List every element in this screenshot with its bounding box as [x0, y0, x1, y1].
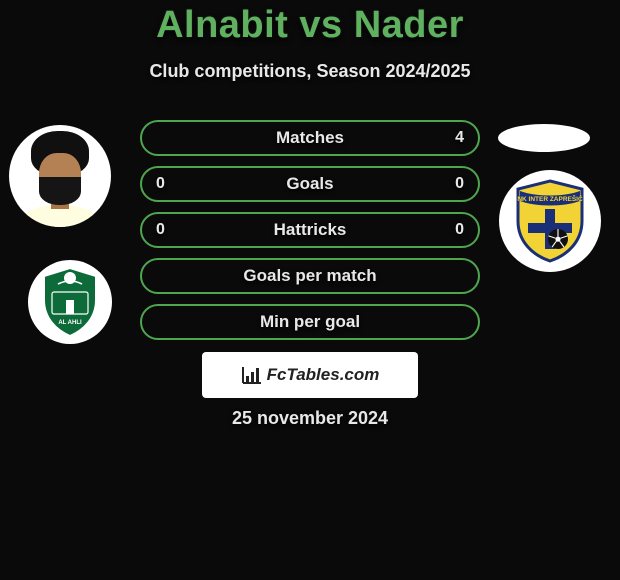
stat-row-hattricks: 0 Hattricks 0: [140, 212, 480, 248]
right-player-avatar: [498, 124, 590, 152]
stat-left-value: 0: [156, 221, 165, 239]
stat-right-value: 0: [455, 175, 464, 193]
stat-label: Hattricks: [274, 220, 347, 240]
season-subtitle: Club competitions, Season 2024/2025: [0, 61, 620, 82]
stat-right-value: 4: [455, 129, 464, 147]
stat-right-value: 0: [455, 221, 464, 239]
comparison-title: Alnabit vs Nader: [0, 4, 620, 47]
stat-left-value: 0: [156, 175, 165, 193]
snapshot-date: 25 november 2024: [0, 408, 620, 429]
left-club-badge: AL AHLI: [28, 260, 112, 344]
right-club-badge: NK INTER ZAPREŠIĆ: [499, 170, 601, 272]
stat-row-matches: Matches 4: [140, 120, 480, 156]
stats-column: Matches 4 0 Goals 0 0 Hattricks 0 Goals …: [140, 120, 480, 350]
stat-label: Matches: [276, 128, 344, 148]
stat-label: Goals: [286, 174, 333, 194]
svg-text:NK INTER ZAPREŠIĆ: NK INTER ZAPREŠIĆ: [517, 194, 583, 203]
stat-row-goals-per-match: Goals per match: [140, 258, 480, 294]
left-player-avatar: [9, 125, 111, 227]
shield-icon: AL AHLI: [38, 266, 102, 338]
stat-label: Min per goal: [260, 312, 360, 332]
source-watermark: FcTables.com: [202, 352, 418, 398]
bar-chart-icon: [241, 365, 263, 385]
stat-row-goals: 0 Goals 0: [140, 166, 480, 202]
stat-row-min-per-goal: Min per goal: [140, 304, 480, 340]
stat-label: Goals per match: [243, 266, 376, 286]
svg-text:AL AHLI: AL AHLI: [58, 320, 82, 326]
shield-icon: NK INTER ZAPREŠIĆ: [512, 179, 588, 263]
brand-text: FcTables.com: [267, 365, 380, 385]
